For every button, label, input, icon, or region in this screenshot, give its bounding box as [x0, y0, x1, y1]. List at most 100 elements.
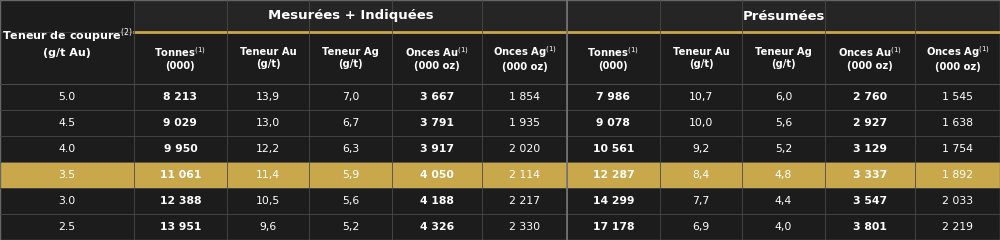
- Text: 5,2: 5,2: [775, 144, 792, 154]
- Bar: [227, 136, 309, 162]
- Text: Onces Au$^{(1)}$
(000 oz): Onces Au$^{(1)}$ (000 oz): [838, 45, 902, 71]
- Text: Teneur Ag
(g/t): Teneur Ag (g/t): [322, 47, 379, 69]
- Bar: [742, 214, 825, 240]
- Bar: [915, 32, 1000, 84]
- Text: 11,4: 11,4: [256, 170, 280, 180]
- Text: Tonnes$^{(1)}$
(000): Tonnes$^{(1)}$ (000): [587, 45, 639, 71]
- Bar: [309, 214, 392, 240]
- Bar: [915, 188, 1000, 214]
- Bar: [309, 84, 392, 110]
- Bar: [567, 214, 660, 240]
- Bar: [825, 110, 915, 136]
- Bar: [567, 0, 1000, 32]
- Text: 9,6: 9,6: [259, 222, 277, 232]
- Bar: [825, 188, 915, 214]
- Text: 10,0: 10,0: [689, 118, 713, 128]
- Bar: [482, 32, 567, 84]
- Text: 6,3: 6,3: [342, 144, 359, 154]
- Bar: [742, 136, 825, 162]
- Bar: [227, 84, 309, 110]
- Bar: [0, 110, 134, 136]
- Bar: [0, 162, 134, 188]
- Text: 6,7: 6,7: [342, 118, 359, 128]
- Bar: [825, 84, 915, 110]
- Bar: [567, 162, 660, 188]
- Text: 3 129: 3 129: [853, 144, 887, 154]
- Text: 2 033: 2 033: [942, 196, 973, 206]
- Bar: [392, 110, 482, 136]
- Text: 3 337: 3 337: [853, 170, 887, 180]
- Bar: [227, 32, 309, 84]
- Bar: [134, 32, 227, 84]
- Bar: [915, 110, 1000, 136]
- Text: 1 638: 1 638: [942, 118, 973, 128]
- Bar: [482, 162, 567, 188]
- Text: 8,4: 8,4: [692, 170, 710, 180]
- Bar: [227, 110, 309, 136]
- Bar: [915, 214, 1000, 240]
- Bar: [309, 32, 392, 84]
- Text: 8 213: 8 213: [163, 92, 197, 102]
- Text: 12,2: 12,2: [256, 144, 280, 154]
- Text: 3 791: 3 791: [420, 118, 454, 128]
- Text: 12 388: 12 388: [160, 196, 201, 206]
- Text: 5,6: 5,6: [775, 118, 792, 128]
- Bar: [134, 110, 227, 136]
- Text: 11 061: 11 061: [160, 170, 201, 180]
- Bar: [482, 188, 567, 214]
- Bar: [567, 188, 660, 214]
- Text: 10,7: 10,7: [689, 92, 713, 102]
- Bar: [227, 214, 309, 240]
- Bar: [825, 214, 915, 240]
- Bar: [567, 136, 660, 162]
- Bar: [134, 84, 227, 110]
- Text: Teneur Ag
(g/t): Teneur Ag (g/t): [755, 47, 812, 69]
- Text: 2.5: 2.5: [58, 222, 76, 232]
- Text: Teneur Au
(g/t): Teneur Au (g/t): [240, 47, 296, 69]
- Bar: [309, 188, 392, 214]
- Text: 3 917: 3 917: [420, 144, 454, 154]
- Text: 13 951: 13 951: [160, 222, 201, 232]
- Bar: [392, 84, 482, 110]
- Bar: [227, 162, 309, 188]
- Text: 5,2: 5,2: [342, 222, 359, 232]
- Bar: [0, 0, 134, 84]
- Text: Onces Ag$^{(1)}$
(000 oz): Onces Ag$^{(1)}$ (000 oz): [493, 44, 557, 72]
- Text: 3 801: 3 801: [853, 222, 887, 232]
- Bar: [660, 110, 742, 136]
- Bar: [309, 110, 392, 136]
- Bar: [660, 84, 742, 110]
- Bar: [227, 188, 309, 214]
- Bar: [0, 214, 134, 240]
- Text: 5,6: 5,6: [342, 196, 359, 206]
- Bar: [567, 110, 660, 136]
- Bar: [482, 110, 567, 136]
- Bar: [825, 32, 915, 84]
- Bar: [742, 84, 825, 110]
- Bar: [660, 136, 742, 162]
- Text: Mesurées + Indiquées: Mesurées + Indiquées: [268, 10, 433, 23]
- Text: 2 114: 2 114: [509, 170, 540, 180]
- Bar: [392, 214, 482, 240]
- Bar: [134, 214, 227, 240]
- Text: 3 667: 3 667: [420, 92, 454, 102]
- Text: Onces Au$^{(1)}$
(000 oz): Onces Au$^{(1)}$ (000 oz): [405, 45, 469, 71]
- Bar: [567, 32, 660, 84]
- Text: 4,8: 4,8: [775, 170, 792, 180]
- Text: 9,2: 9,2: [692, 144, 710, 154]
- Text: 5,9: 5,9: [342, 170, 359, 180]
- Text: 9 029: 9 029: [163, 118, 197, 128]
- Bar: [134, 162, 227, 188]
- Text: Teneur Au
(g/t): Teneur Au (g/t): [673, 47, 729, 69]
- Text: 5.0: 5.0: [58, 92, 76, 102]
- Text: Teneur de coupure$^{(2)}$
(g/t Au): Teneur de coupure$^{(2)}$ (g/t Au): [2, 26, 132, 58]
- Text: 3 547: 3 547: [853, 196, 887, 206]
- Text: 6,0: 6,0: [775, 92, 792, 102]
- Bar: [660, 32, 742, 84]
- Text: 7 986: 7 986: [596, 92, 630, 102]
- Text: 4 050: 4 050: [420, 170, 454, 180]
- Bar: [0, 136, 134, 162]
- Text: 2 927: 2 927: [853, 118, 887, 128]
- Bar: [309, 162, 392, 188]
- Bar: [392, 162, 482, 188]
